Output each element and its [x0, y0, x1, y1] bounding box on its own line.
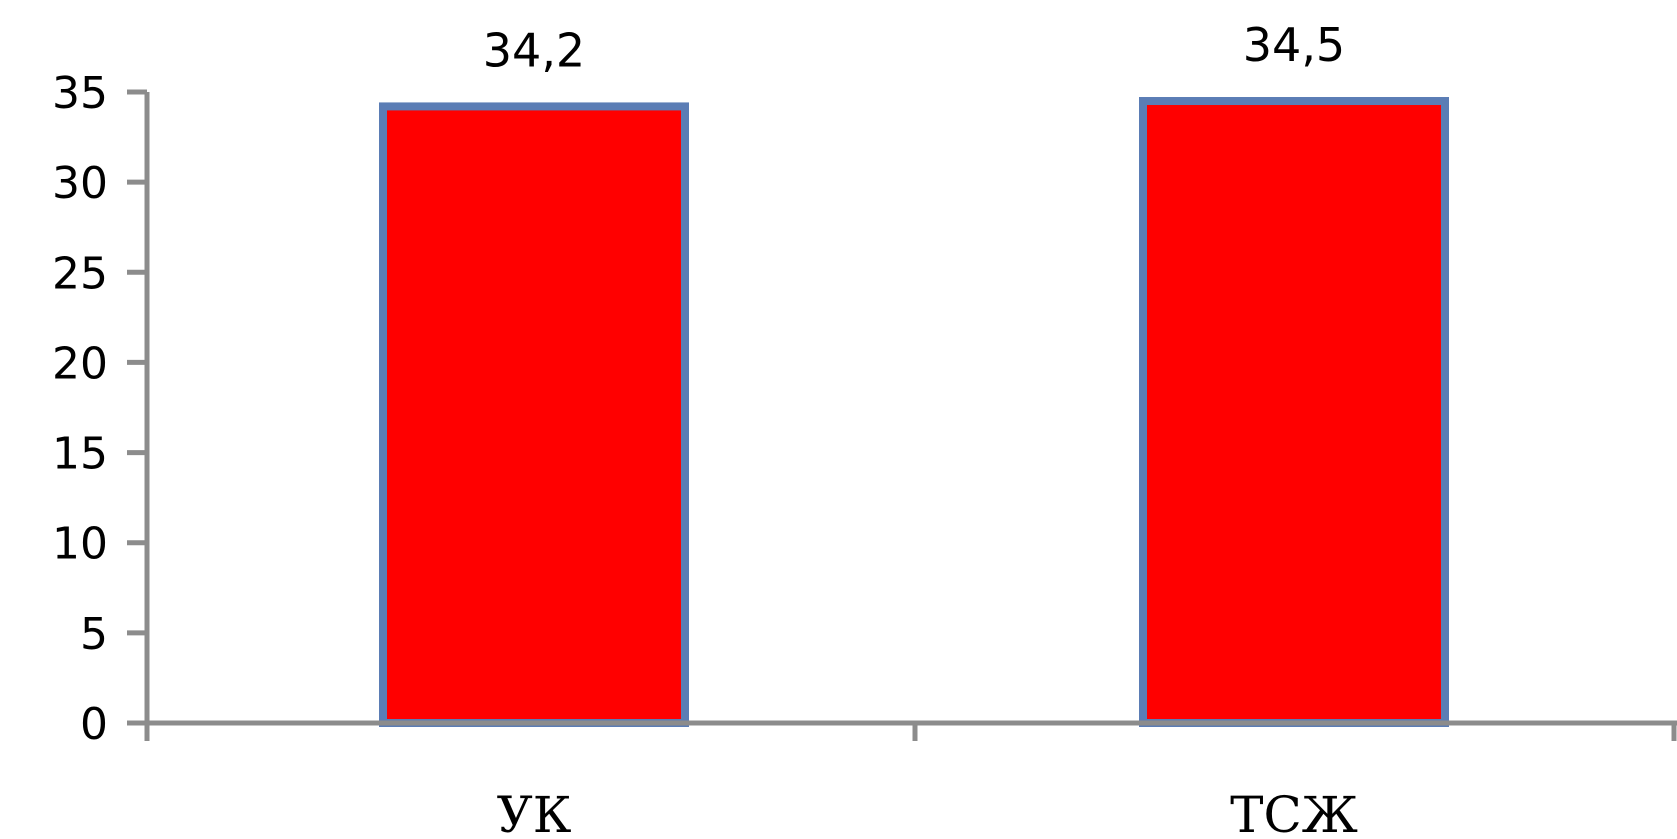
labels-group: 0 5 10 15 20 25 30 35 УК ТСЖ 34,2 34,5: [52, 18, 1358, 839]
y-tick-label: 15: [52, 429, 108, 480]
y-tick-label: 30: [52, 158, 108, 209]
x-category-label: УК: [497, 786, 572, 839]
bar-1: [379, 102, 689, 728]
y-tick-label: 10: [52, 519, 108, 570]
y-tick-label: 25: [52, 248, 108, 299]
bar-2: [1139, 97, 1449, 727]
bars-group: [379, 97, 1449, 728]
axes-group: [127, 89, 1677, 741]
data-label: 34,5: [1243, 18, 1345, 72]
y-tick-label: 0: [80, 699, 108, 750]
y-tick-label: 20: [52, 338, 108, 389]
data-label: 34,2: [483, 23, 585, 77]
y-tick-label: 5: [80, 609, 108, 660]
x-category-label: ТСЖ: [1230, 786, 1358, 839]
y-tick-label: 35: [52, 68, 108, 119]
